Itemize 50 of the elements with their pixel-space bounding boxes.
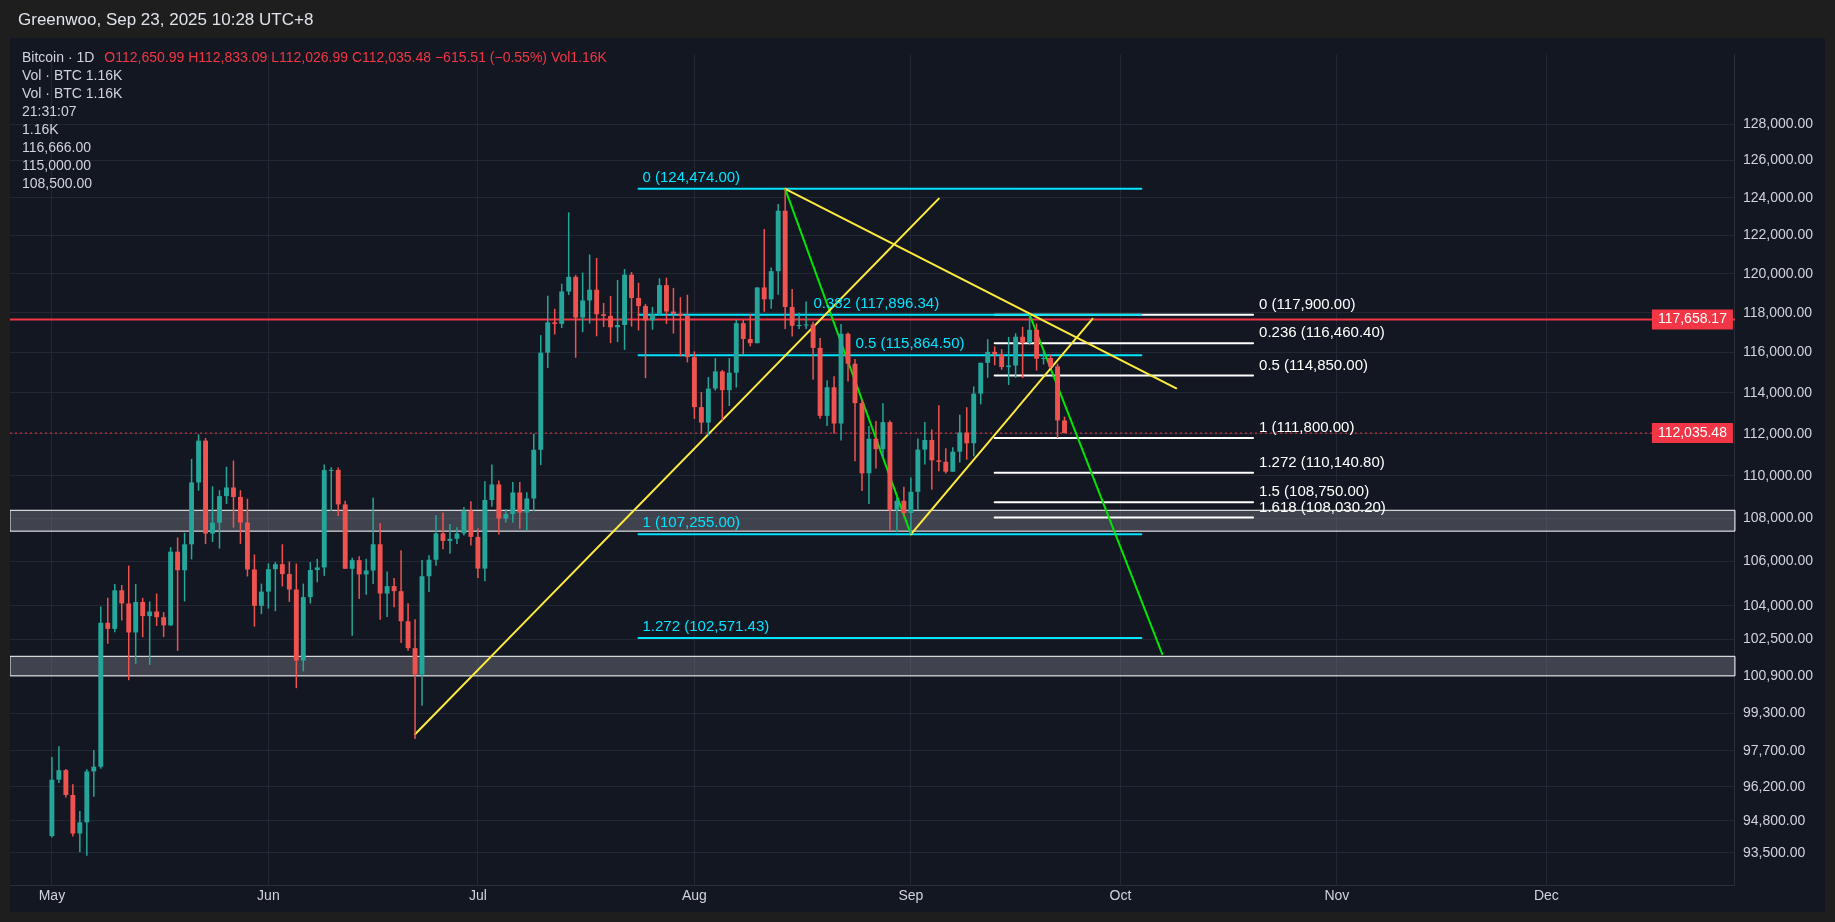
series-label: 1.5 (108,750.00)	[1259, 482, 1370, 500]
y-tick-label: 104,000.00	[1742, 596, 1814, 613]
y-tick-label: 116,000.00	[1742, 343, 1813, 360]
series-label: 1.272 (110,140.80)	[1259, 452, 1385, 470]
series-label: 1 (107,255.00)	[642, 513, 741, 531]
series-label: 1 (111,800.00)	[1259, 418, 1355, 436]
y-tick-label: 100,900.00	[1742, 666, 1814, 683]
y-tick-label: 120,000.00	[1742, 264, 1814, 281]
annotation: 108,500.00	[22, 174, 94, 192]
chart-title: Bitcoin · 1D	[22, 49, 95, 65]
annotation: Vol · BTC 1.16K	[22, 66, 124, 84]
y-tick-label: 99,300.00	[1742, 703, 1806, 720]
y-tick-label: 128,000.00	[1742, 114, 1814, 131]
x-tick-label: Nov	[1324, 887, 1350, 904]
y-tick-label: 110,000.00	[1742, 466, 1813, 483]
ref-line-label: 112,035.48	[1657, 423, 1728, 440]
y-tick-label: 112,000.00	[1742, 424, 1813, 441]
y-tick-label: 114,000.00	[1742, 383, 1813, 400]
y-tick-label: 108,000.00	[1742, 509, 1814, 526]
ref-line-label: 117,658.17	[1657, 310, 1728, 327]
y-tick-label: 126,000.00	[1742, 151, 1814, 168]
x-tick-label: Jun	[257, 887, 280, 904]
series-label: 0 (117,900.00)	[1259, 294, 1356, 312]
annotation: 1.16K	[22, 120, 60, 138]
x-tick-label: Dec	[1533, 887, 1559, 904]
x-tick-label: Jul	[468, 887, 487, 904]
y-tick-label: 93,500.00	[1742, 843, 1806, 860]
x-tick-label: Oct	[1109, 887, 1132, 904]
x-tick-label: Aug	[681, 887, 707, 904]
text: Greenwoo, Sep 23, 2025 10:28 UTC+8	[18, 10, 314, 30]
chart-subtitle: O112,650.99 H112,833.09 L112,026.99 C112,035.48 −615.51 (−0.55%) Vol1.16K	[104, 49, 607, 65]
series-label: 1.272 (102,571.43)	[642, 617, 770, 635]
series-label: 0.5 (115,864.50)	[855, 334, 965, 352]
series-label: 0.5 (114,850.00)	[1259, 355, 1369, 373]
annotation: 116,666.00	[22, 138, 93, 156]
y-tick-label: 106,000.00	[1742, 552, 1814, 569]
annotation: Vol · BTC 1.16K	[22, 84, 124, 102]
y-tick-label: 97,700.00	[1742, 741, 1806, 758]
y-tick-label: 94,800.00	[1742, 811, 1806, 828]
series-label: 0.236 (116,460.40)	[1259, 323, 1385, 341]
y-tick-label: 118,000.00	[1742, 303, 1813, 320]
series-label: 0 (124,474.00)	[642, 167, 741, 185]
annotation: 115,000.00	[22, 156, 93, 174]
annotation: 21:31:07	[22, 102, 78, 120]
y-tick-label: 102,500.00	[1742, 630, 1814, 647]
y-tick-label: 124,000.00	[1742, 188, 1814, 205]
y-tick-label: 96,200.00	[1742, 777, 1806, 794]
x-tick-label: May	[38, 887, 66, 904]
y-tick-label: 122,000.00	[1742, 226, 1814, 243]
x-tick-label: Sep	[898, 887, 924, 904]
